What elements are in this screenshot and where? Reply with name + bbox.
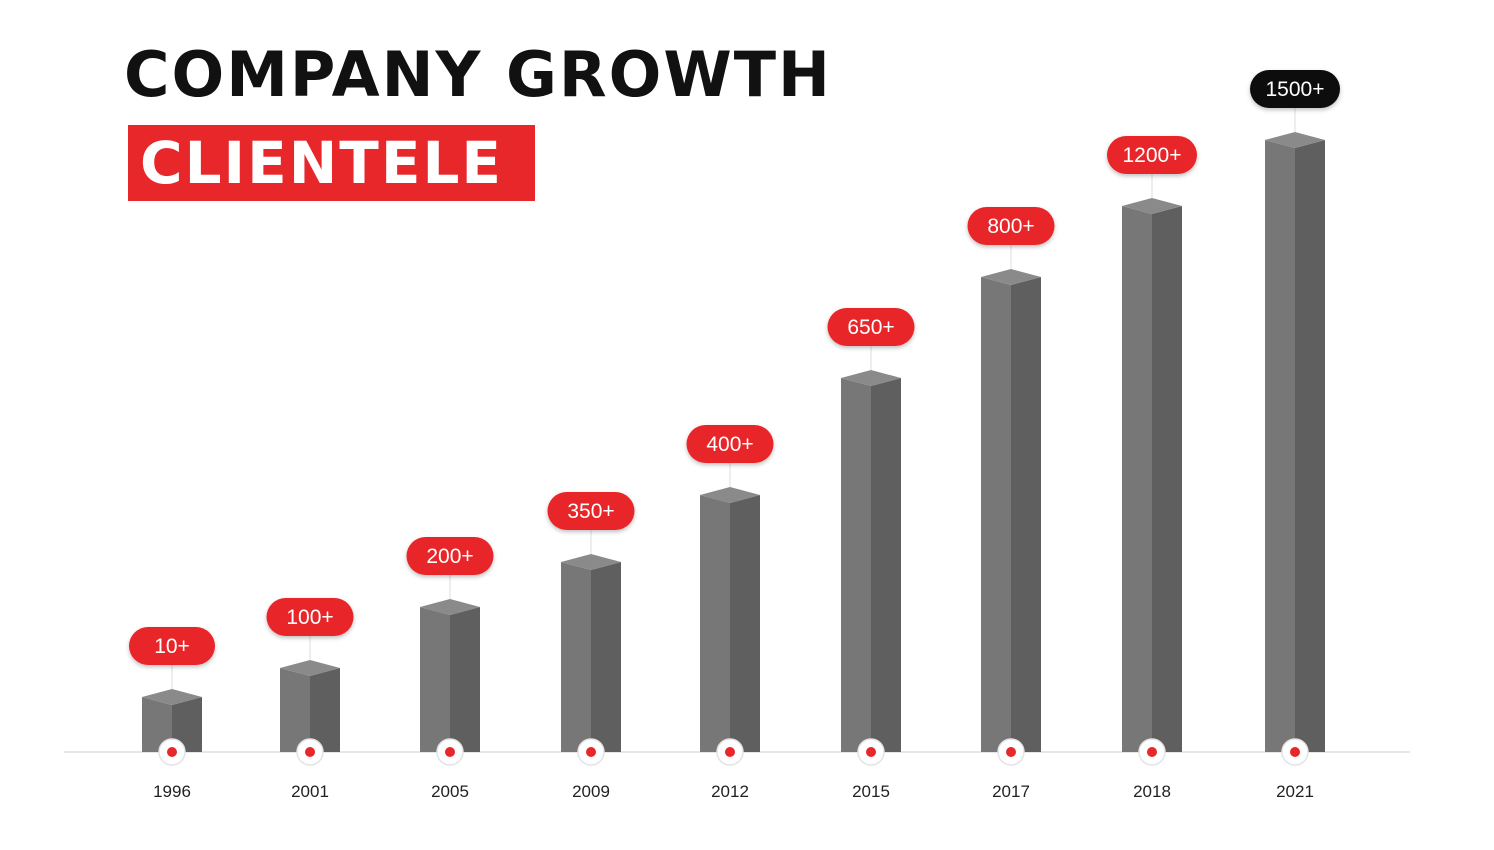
year-tick-label: 1996 [153, 782, 191, 801]
bar-face-left [1122, 206, 1152, 752]
marker-dot [725, 747, 735, 757]
bar-top [561, 554, 621, 570]
value-label-pill [547, 492, 635, 530]
bar-2017 [981, 269, 1041, 752]
marker-dot [445, 747, 455, 757]
bar-face-right [871, 378, 901, 752]
value-label-pill [266, 598, 354, 636]
bar-2005 [420, 599, 480, 752]
value-label-pill [967, 207, 1055, 245]
bar-face-right [1295, 140, 1325, 752]
bar-top [1122, 198, 1182, 214]
subtitle-text: CLIENTELE [140, 129, 504, 197]
value-label: 100+ [286, 606, 333, 629]
bar-2021 [1265, 132, 1325, 752]
value-label-pill [406, 537, 494, 575]
value-label: 350+ [567, 500, 614, 523]
bar-top [981, 269, 1041, 285]
bar-face-right [591, 562, 621, 752]
marker-dot [1006, 747, 1016, 757]
bar-face-left [700, 495, 730, 752]
bar-face-left [841, 378, 871, 752]
year-tick-label: 2015 [852, 782, 890, 801]
value-label-pill [129, 627, 215, 665]
bar-2001 [280, 660, 340, 752]
bar-top [1265, 132, 1325, 148]
marker-dot [1290, 747, 1300, 757]
bar-face-left [981, 277, 1011, 752]
marker-dot [167, 747, 177, 757]
bar-top [420, 599, 480, 615]
subtitle-banner: CLIENTELE [128, 125, 535, 201]
value-label: 1500+ [1266, 78, 1325, 101]
value-label-pill [1107, 136, 1197, 174]
year-tick-label: 2009 [572, 782, 610, 801]
bar-face-right [310, 668, 340, 752]
bar-face-right [1152, 206, 1182, 752]
value-label: 1200+ [1123, 144, 1182, 167]
value-label-pill [1250, 70, 1340, 108]
bar-top [700, 487, 760, 503]
page-title: COMPANY GROWTH [124, 38, 832, 111]
value-label: 650+ [847, 316, 894, 339]
bar-2009 [561, 554, 621, 752]
bar-face-right [730, 495, 760, 752]
bar-face-left [142, 697, 172, 752]
bar-2012 [700, 487, 760, 752]
year-tick-label: 2001 [291, 782, 329, 801]
bar-face-left [561, 562, 591, 752]
value-label: 10+ [154, 635, 190, 658]
marker-dot [1147, 747, 1157, 757]
year-tick-label: 2018 [1133, 782, 1171, 801]
marker-dot [305, 747, 315, 757]
marker-dot [866, 747, 876, 757]
year-tick-label: 2021 [1276, 782, 1314, 801]
bar-top [142, 689, 202, 705]
marker-dot [586, 747, 596, 757]
bar-face-left [420, 607, 450, 752]
bar-2018 [1122, 198, 1182, 752]
year-tick-label: 2012 [711, 782, 749, 801]
bar-face-left [1265, 140, 1295, 752]
value-label: 200+ [426, 545, 473, 568]
bar-1996 [142, 689, 202, 752]
bar-face-right [1011, 277, 1041, 752]
bar-2015 [841, 370, 901, 752]
year-tick-label: 2005 [431, 782, 469, 801]
year-tick-label: 2017 [992, 782, 1030, 801]
value-label-pill [686, 425, 774, 463]
bar-face-right [172, 697, 202, 752]
value-label: 800+ [987, 215, 1034, 238]
bar-top [280, 660, 340, 676]
value-label: 400+ [706, 433, 753, 456]
bar-face-right [450, 607, 480, 752]
bar-face-left [280, 668, 310, 752]
value-label-pill [827, 308, 915, 346]
bar-top [841, 370, 901, 386]
